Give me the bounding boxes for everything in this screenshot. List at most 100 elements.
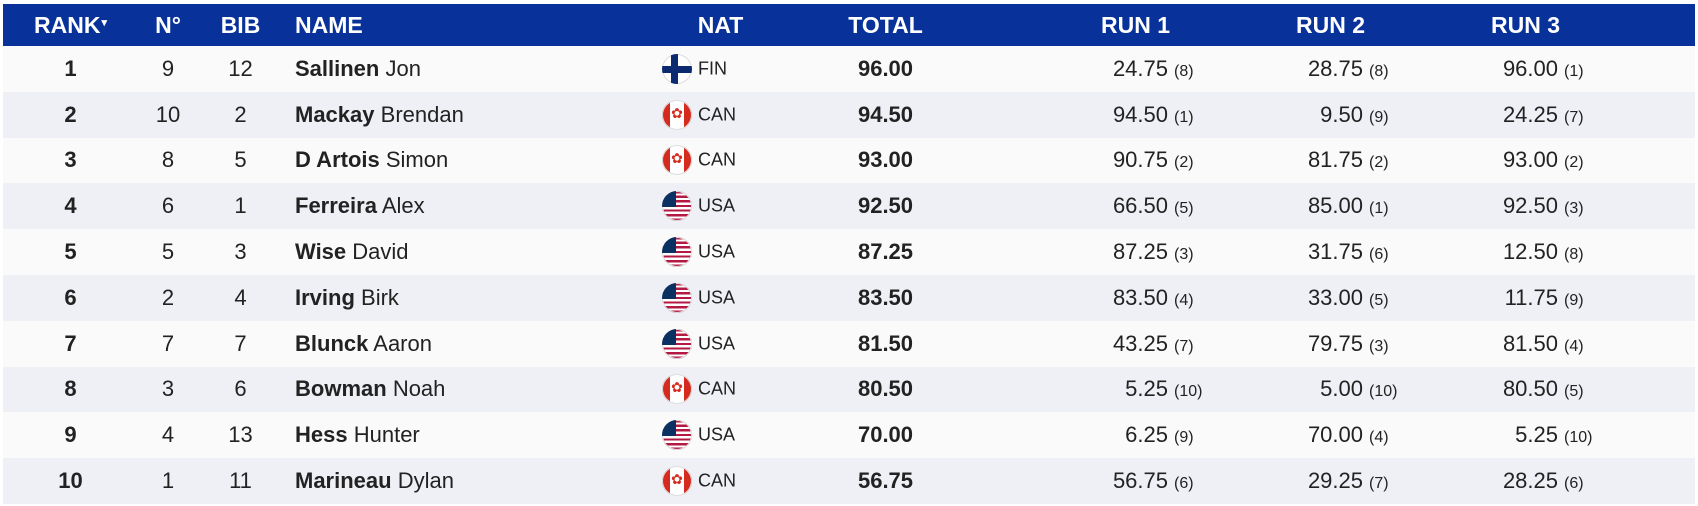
column-header-name[interactable]: NAME bbox=[295, 11, 363, 38]
run3-rank: (9) bbox=[1564, 291, 1584, 309]
athlete-first-name: Jon bbox=[385, 55, 421, 81]
nation-code: USA bbox=[698, 195, 736, 216]
table-row[interactable]: 1 9 12 Sallinen Jon FIN 96.00 24.75 (8) 28.75 (8)… bbox=[3, 46, 1695, 92]
run3-cell: 5.25 (10) bbox=[1413, 412, 1608, 458]
total-score-cell: 83.50 bbox=[857, 284, 914, 310]
rank-cell: 10 bbox=[58, 468, 83, 494]
run1-rank: (3) bbox=[1174, 246, 1194, 264]
athlete-name-cell[interactable]: Mackay Brendan bbox=[283, 92, 648, 138]
rank-cell: 1 bbox=[64, 55, 77, 81]
number-cell: 5 bbox=[161, 239, 175, 265]
athlete-first-name: Dylan bbox=[397, 468, 454, 494]
athlete-name-cell[interactable]: Irving Birk bbox=[283, 275, 648, 321]
athlete-name-cell[interactable]: Hess Hunter bbox=[283, 412, 648, 458]
run1-rank: (10) bbox=[1174, 383, 1203, 401]
run2-rank: (5) bbox=[1369, 291, 1389, 309]
run3-score: 11.75 bbox=[1504, 284, 1558, 310]
bib-cell: 2 bbox=[234, 101, 247, 127]
table-row[interactable]: 8 3 6 Bowman Noah ✿ CAN 80.50 5.25 (10) 5.00 (10) 8… bbox=[3, 366, 1695, 413]
athlete-name-cell[interactable]: Ferreira Alex bbox=[283, 183, 648, 229]
athlete-name-cell[interactable]: Blunck Aaron bbox=[283, 321, 648, 367]
row-spacer bbox=[1608, 183, 1695, 229]
athlete-first-name: Noah bbox=[392, 376, 446, 402]
table-row[interactable]: 2 10 2 Mackay Brendan ✿ CAN 94.50 94.50 (1) 9.50 (… bbox=[3, 91, 1695, 138]
number-cell: 4 bbox=[161, 422, 175, 448]
number-cell: 2 bbox=[161, 284, 175, 310]
run2-cell: 70.00 (4) bbox=[1218, 412, 1413, 458]
run2-rank: (1) bbox=[1369, 200, 1389, 218]
table-row[interactable]: 6 2 4 Irving Birk USA 83.50 83.50 (4) 33.00 (5) 11… bbox=[3, 274, 1695, 321]
run1-cell: 87.25 (3) bbox=[978, 229, 1218, 275]
table-row[interactable]: 7 7 7 Blunck Aaron USA 81.50 43.25 (7) 79.75 (3) 8… bbox=[3, 320, 1695, 367]
run2-rank: (9) bbox=[1369, 108, 1389, 126]
run2-score: 33.00 bbox=[1307, 284, 1363, 310]
column-header-no[interactable]: N° bbox=[155, 11, 181, 38]
row-spacer bbox=[1608, 367, 1695, 413]
athlete-name-cell[interactable]: Sallinen Jon bbox=[283, 46, 648, 92]
run1-score: 6.25 bbox=[1125, 422, 1168, 448]
athlete-first-name: Aaron bbox=[373, 330, 432, 356]
row-spacer bbox=[1608, 321, 1695, 367]
nation-code: USA bbox=[698, 241, 736, 262]
column-header-run3[interactable]: RUN 3 bbox=[1490, 11, 1560, 38]
canada-flag-icon: ✿ bbox=[662, 374, 692, 405]
table-row[interactable]: 4 6 1 Ferreira Alex USA 92.50 66.50 (5) 85.00 (1)… bbox=[3, 183, 1695, 230]
run1-rank: (4) bbox=[1174, 291, 1194, 309]
run2-score: 79.75 bbox=[1307, 330, 1363, 356]
run3-cell: 11.75 (9) bbox=[1413, 275, 1608, 321]
column-header-total[interactable]: TOTAL bbox=[848, 11, 923, 38]
run3-rank: (8) bbox=[1564, 246, 1584, 264]
run1-rank: (9) bbox=[1174, 429, 1194, 447]
rank-cell: 2 bbox=[64, 101, 77, 127]
total-score-cell: 87.25 bbox=[857, 239, 914, 265]
usa-flag-icon bbox=[662, 191, 692, 222]
column-header-run2[interactable]: RUN 2 bbox=[1295, 11, 1365, 38]
usa-flag-icon bbox=[662, 237, 692, 268]
bib-cell: 12 bbox=[228, 55, 253, 81]
rank-cell: 5 bbox=[64, 239, 77, 265]
athlete-name-cell[interactable]: Marineau Dylan bbox=[283, 458, 648, 504]
athlete-name-cell[interactable]: Bowman Noah bbox=[283, 367, 648, 413]
run3-rank: (10) bbox=[1564, 429, 1593, 447]
total-score-cell: 56.75 bbox=[857, 468, 914, 494]
run2-cell: 29.25 (7) bbox=[1218, 458, 1413, 504]
run1-score: 94.50 bbox=[1112, 101, 1168, 127]
run1-rank: (6) bbox=[1174, 475, 1194, 493]
run2-score: 28.75 bbox=[1307, 55, 1363, 81]
bib-cell: 5 bbox=[234, 147, 247, 173]
athlete-first-name: David bbox=[352, 239, 409, 265]
table-row[interactable]: 3 8 5 D Artois Simon ✿ CAN 93.00 90.75 (2) 81.75 (… bbox=[3, 137, 1695, 184]
table-row[interactable]: 5 5 3 Wise David USA 87.25 87.25 (3) 31.75 (6) 12.… bbox=[3, 229, 1695, 275]
athlete-name-cell[interactable]: Wise David bbox=[283, 229, 648, 275]
run1-cell: 94.50 (1) bbox=[978, 92, 1218, 138]
run2-cell: 81.75 (2) bbox=[1218, 138, 1413, 184]
nation-cell: ✿ CAN bbox=[648, 138, 793, 184]
run3-score: 5.25 bbox=[1515, 422, 1558, 448]
column-header-nat[interactable]: NAT bbox=[697, 11, 744, 38]
total-score-cell: 70.00 bbox=[857, 422, 914, 448]
run3-cell: 93.00 (2) bbox=[1413, 138, 1608, 184]
athlete-last-name: Mackay bbox=[295, 101, 375, 127]
table-row[interactable]: 10 1 11 Marineau Dylan ✿ CAN 56.75 56.75 (6) 29.2… bbox=[3, 458, 1695, 504]
run2-rank: (4) bbox=[1369, 429, 1389, 447]
athlete-last-name: Blunck bbox=[295, 330, 369, 356]
nation-cell: USA bbox=[648, 412, 793, 458]
run3-cell: 81.50 (4) bbox=[1413, 321, 1608, 367]
table-row[interactable]: 9 4 13 Hess Hunter USA 70.00 6.25 (9) 70.00 (4) 5.… bbox=[3, 412, 1695, 459]
column-header-run1[interactable]: RUN 1 bbox=[1100, 11, 1170, 38]
row-spacer bbox=[1608, 412, 1695, 458]
nation-code: FIN bbox=[698, 58, 727, 79]
column-header-rank[interactable]: RANK▾ bbox=[34, 11, 107, 38]
run1-cell: 43.25 (7) bbox=[978, 321, 1218, 367]
row-spacer bbox=[1608, 92, 1695, 138]
athlete-last-name: Sallinen bbox=[295, 55, 380, 81]
nation-code: CAN bbox=[698, 104, 737, 125]
athlete-last-name: Irving bbox=[295, 284, 355, 310]
athlete-name-cell[interactable]: D Artois Simon bbox=[283, 138, 648, 184]
column-header-bib[interactable]: BIB bbox=[220, 11, 261, 38]
bib-cell: 13 bbox=[228, 422, 253, 448]
athlete-first-name: Birk bbox=[361, 284, 399, 310]
run2-score: 31.75 bbox=[1307, 239, 1363, 265]
run2-rank: (2) bbox=[1369, 154, 1389, 172]
usa-flag-icon bbox=[662, 282, 692, 313]
